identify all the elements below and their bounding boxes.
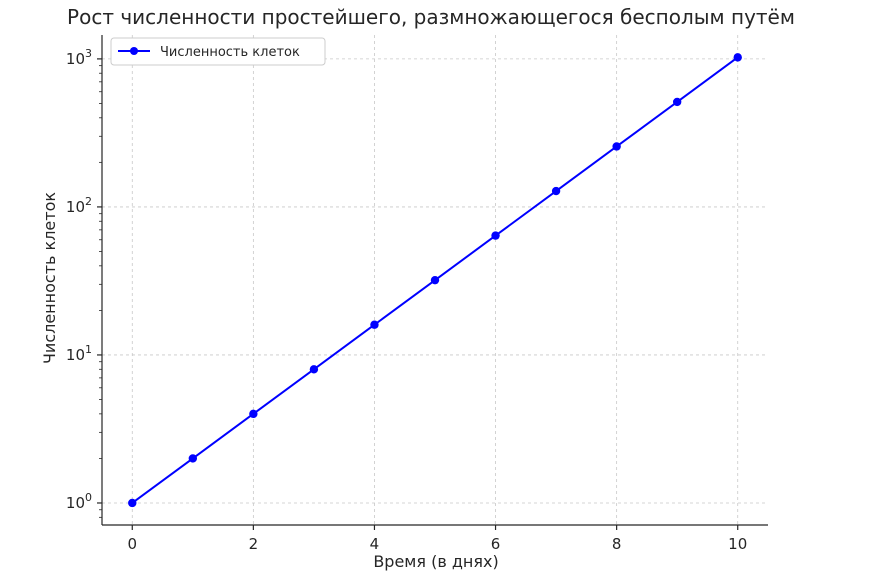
y-tick-label: 102: [66, 195, 92, 216]
y-tick-label: 101: [66, 343, 92, 364]
x-tick-label: 6: [491, 535, 501, 553]
x-tick-label: 4: [370, 535, 380, 553]
x-tick-label: 0: [127, 535, 137, 553]
data-point: [309, 365, 319, 374]
data-point: [128, 498, 137, 508]
data-point: [249, 409, 258, 419]
y-tick-label: 100: [66, 491, 92, 512]
data-point: [491, 231, 500, 240]
legend-box: [110, 37, 326, 66]
y-tick-label: 103: [66, 47, 92, 68]
data-point: [551, 186, 561, 196]
data-point: [672, 97, 682, 107]
chart-title: Рост численности простейшего, размножающ…: [67, 5, 795, 29]
data-point: [430, 275, 440, 285]
series: [128, 53, 742, 508]
ticks: 0 2 4 6 8 10 100 101 102 103: [66, 47, 747, 553]
data-point: [733, 53, 742, 62]
legend-marker-icon: [130, 47, 138, 55]
data-point: [370, 320, 379, 329]
x-axis-label: Время (в днях): [373, 552, 498, 571]
y-axis-label: Численность клеток: [40, 192, 59, 364]
legend: Численность клеток: [110, 37, 326, 66]
data-point: [612, 142, 621, 151]
x-tick-label: 2: [249, 535, 259, 553]
data-point: [188, 454, 198, 463]
x-tick-label: 10: [728, 535, 747, 553]
x-tick-label: 8: [612, 535, 622, 553]
legend-label: Численность клеток: [160, 45, 300, 60]
